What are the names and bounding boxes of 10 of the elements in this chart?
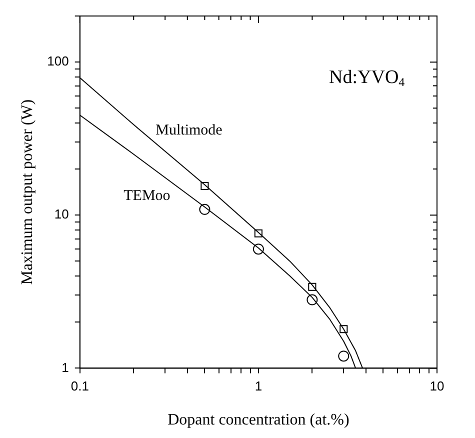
x-axis-title: Dopant concentration (at.%) bbox=[168, 412, 350, 429]
y-tick-label: 1 bbox=[62, 360, 69, 375]
series-label: TEMoo bbox=[124, 188, 170, 204]
y-tick-label: 10 bbox=[54, 206, 69, 222]
y-tick-label: 100 bbox=[47, 54, 69, 69]
x-tick-label: 1 bbox=[254, 378, 262, 394]
series-label: Multimode bbox=[156, 122, 223, 139]
x-tick-label: 10 bbox=[430, 378, 444, 394]
x-tick-label: 0.1 bbox=[70, 378, 89, 394]
y-axis-title: Maximum output power (W) bbox=[18, 99, 36, 285]
